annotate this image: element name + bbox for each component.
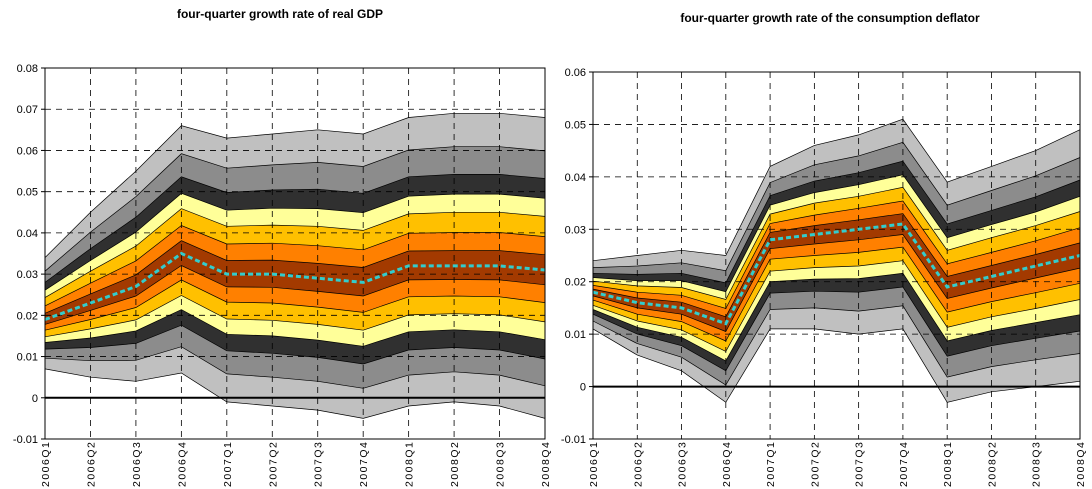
quantile-line xyxy=(44,324,546,365)
y-tick-label: 0.06 xyxy=(17,145,38,157)
quantile-line xyxy=(44,279,546,331)
fan-band xyxy=(45,295,545,347)
y-tick-label: 0.05 xyxy=(565,119,586,131)
x-tick-label: 2007Q1 xyxy=(222,441,234,487)
quantile-line xyxy=(592,260,1081,352)
quantile-line xyxy=(44,265,546,325)
x-tick-label: 2007Q3 xyxy=(854,441,866,487)
y-tick-label: -0.01 xyxy=(13,434,38,446)
quantile-line xyxy=(592,286,1081,372)
quantile-line xyxy=(44,309,546,347)
y-tick-label: 0.02 xyxy=(17,310,38,322)
x-tick-label: 2006Q2 xyxy=(632,441,644,487)
y-tick-label: 0 xyxy=(580,382,586,394)
y-tick-label: -0.01 xyxy=(561,434,586,446)
x-tick-label: 2007Q1 xyxy=(765,441,777,487)
fan-band xyxy=(593,260,1080,361)
quantile-line xyxy=(44,240,546,314)
x-tick-label: 2008Q2 xyxy=(986,441,998,487)
fan-band xyxy=(593,142,1080,283)
quantile-line xyxy=(44,208,546,298)
fan-band xyxy=(45,325,545,389)
quantile-line xyxy=(44,225,546,307)
chart-title: four-quarter growth rate of real GDP xyxy=(177,7,383,21)
x-tick-label: 2006Q3 xyxy=(131,441,143,487)
fan-band xyxy=(593,119,1080,271)
quantile-line xyxy=(592,213,1081,318)
quantile-line xyxy=(592,246,1081,342)
chart-title: four-quarter growth rate of the consumpt… xyxy=(680,11,980,25)
x-tick-label: 2007Q2 xyxy=(267,441,279,487)
y-tick-label: 0.02 xyxy=(565,277,586,289)
fan-band xyxy=(593,174,1080,300)
x-tick-label: 2006Q3 xyxy=(677,441,689,487)
x-tick-label: 2008Q1 xyxy=(404,441,416,487)
quantile-line xyxy=(592,141,1081,272)
quantile-line xyxy=(44,368,546,419)
y-tick-label: 0.07 xyxy=(17,104,38,116)
quantile-line xyxy=(44,146,546,272)
fan-band xyxy=(593,213,1080,332)
plot-frame xyxy=(592,71,1081,440)
quantile-line xyxy=(44,346,546,389)
fan-band xyxy=(45,309,545,364)
quantile-line xyxy=(592,234,1081,332)
y-tick-label: 0.06 xyxy=(565,67,586,79)
quantile-line xyxy=(592,186,1081,300)
quantile-line xyxy=(592,200,1081,309)
y-tick-label: 0.08 xyxy=(17,63,38,75)
x-tick-label: 2007Q4 xyxy=(358,441,370,487)
y-tick-label: 0.03 xyxy=(565,224,586,236)
x-tick-label: 2008Q3 xyxy=(1031,441,1043,487)
fan-band xyxy=(45,174,545,291)
median-line xyxy=(592,222,1081,326)
fan-band xyxy=(45,225,545,314)
x-tick-label: 2007Q3 xyxy=(313,441,325,487)
quantile-line xyxy=(592,174,1081,293)
fan-band xyxy=(45,113,545,272)
x-tick-label: 2006Q1 xyxy=(588,441,600,487)
x-tick-label: 2008Q4 xyxy=(1075,441,1087,487)
fan-band xyxy=(593,161,1080,292)
x-tick-label: 2008Q4 xyxy=(540,441,552,487)
quantile-line xyxy=(592,305,1081,386)
x-tick-label: 2008Q3 xyxy=(495,441,507,487)
y-tick-label: 0 xyxy=(32,393,38,405)
x-tick-label: 2008Q2 xyxy=(449,441,461,487)
fan-band xyxy=(45,279,545,337)
y-tick-label: 0.01 xyxy=(565,329,586,341)
fan-band xyxy=(45,193,545,298)
quantile-line xyxy=(44,295,546,338)
quantile-line xyxy=(44,112,546,258)
median-line xyxy=(44,251,546,321)
fan-band xyxy=(593,273,1080,371)
quantile-line xyxy=(44,192,546,291)
x-tick-label: 2007Q2 xyxy=(809,441,821,487)
plot-frame xyxy=(44,67,546,440)
fan-band xyxy=(593,201,1080,317)
quantile-line xyxy=(592,118,1081,262)
y-tick-label: 0.03 xyxy=(17,269,38,281)
quantile-line xyxy=(592,328,1081,403)
fan-band xyxy=(45,265,545,331)
y-tick-label: 0.04 xyxy=(17,228,38,240)
fan-band xyxy=(593,287,1080,385)
x-tick-label: 2006Q2 xyxy=(85,441,97,487)
x-tick-label: 2008Q1 xyxy=(942,441,954,487)
y-tick-label: 0.01 xyxy=(17,352,38,364)
y-tick-label: 0.05 xyxy=(17,187,38,199)
x-tick-label: 2006Q4 xyxy=(721,441,733,487)
fan-band xyxy=(45,146,545,283)
x-tick-label: 2006Q1 xyxy=(40,441,52,487)
fan-band xyxy=(45,346,545,419)
x-tick-label: 2006Q4 xyxy=(176,441,188,487)
y-tick-label: 0.04 xyxy=(565,172,586,184)
quantile-line xyxy=(44,174,546,283)
x-tick-label: 2007Q4 xyxy=(898,441,910,487)
quantile-line xyxy=(592,272,1081,362)
